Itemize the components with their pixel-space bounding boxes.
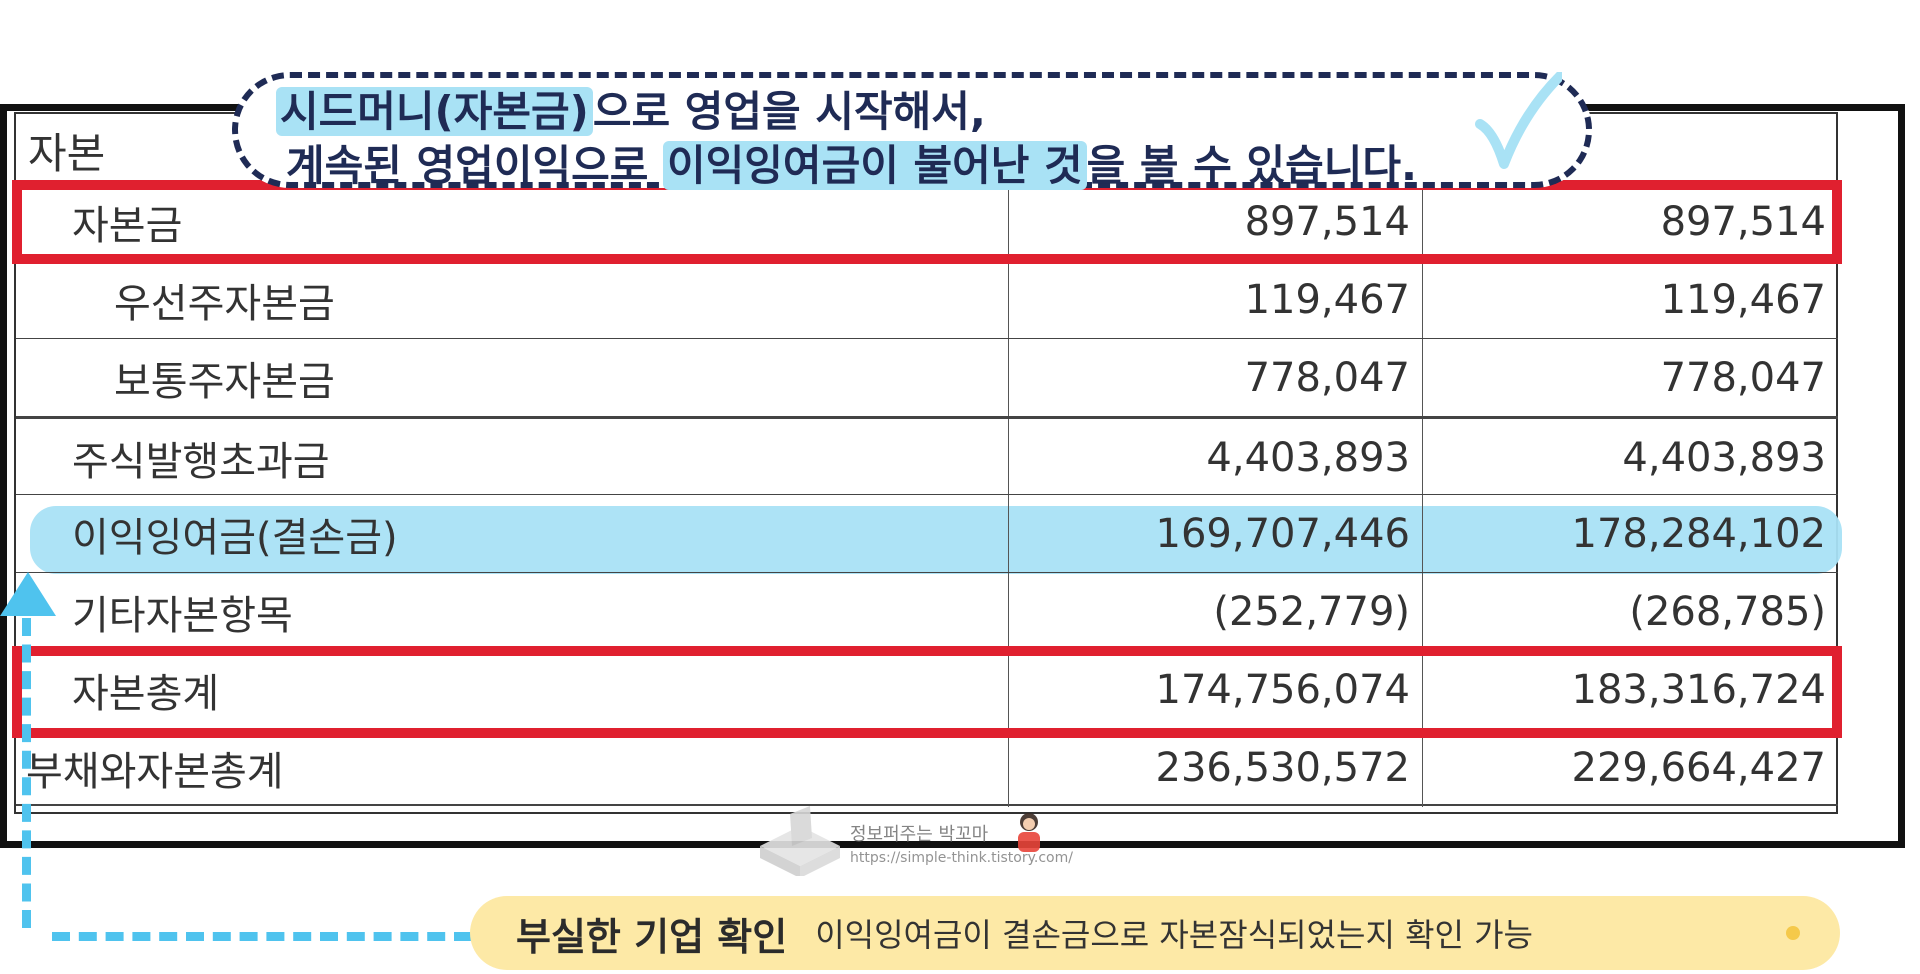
watermark: 정보퍼주는 박꼬마 https://simple-think.tistory.c… xyxy=(760,806,1080,882)
insight-tag: 부실한 기업 확인 이익잉여금이 결손금으로 자본잠식되었는지 확인 가능 xyxy=(470,896,1840,970)
table-row: 주식발행초과금 4,403,893 4,403,893 xyxy=(16,416,1838,497)
check-mark-icon xyxy=(1475,72,1562,169)
row-value-2: 778,047 xyxy=(1422,339,1838,417)
table-row: 보통주자본금 778,047 778,047 xyxy=(16,338,1838,417)
row-value-1: 4,403,893 xyxy=(1008,419,1422,497)
row-value-2: 897,514 xyxy=(1422,183,1838,261)
row-label: 자본금 xyxy=(72,203,183,249)
retained-earnings-highlight xyxy=(30,506,1842,574)
watermark-name: 정보퍼주는 박꼬마 xyxy=(850,824,989,845)
row-value-2: 183,316,724 xyxy=(1422,651,1838,729)
tag-dot xyxy=(1786,926,1800,940)
row-value-2: (268,785) xyxy=(1422,573,1838,651)
row-label: 주식발행초과금 xyxy=(72,439,330,485)
row-value-2: 119,467 xyxy=(1422,261,1838,339)
row-label: 자본총계 xyxy=(72,671,220,717)
table-row: 자본총계 174,756,074 183,316,724 xyxy=(16,650,1838,729)
row-label: 우선주자본금 xyxy=(114,281,335,327)
table-row: 자본금 897,514 897,514 xyxy=(16,182,1838,261)
table-row: 기타자본항목 (252,779) (268,785) xyxy=(16,572,1838,651)
watermark-url: https://simple-think.tistory.com/ xyxy=(850,850,1073,866)
callout-text: 계속된 영업이익으로 xyxy=(286,141,664,190)
arrow-up-icon xyxy=(0,572,56,616)
row-label: 부채와자본총계 xyxy=(26,749,284,795)
callout-text: 을 볼 수 있습니다. xyxy=(1086,141,1417,190)
table-row: 이익잉여금(결손금) 169,707,446 178,284,102 xyxy=(16,494,1838,573)
callout-line-2: 계속된 영업이익으로 이익잉여금이 불어난 것을 볼 수 있습니다. xyxy=(286,132,1417,193)
arrow-dashed-line-vertical xyxy=(22,618,31,928)
callout-text: 으로 영업을 시작해서, xyxy=(592,87,986,136)
row-value-1: (252,779) xyxy=(1008,573,1422,651)
row-value-1: 897,514 xyxy=(1008,183,1422,261)
arrow-dashed-line-horizontal xyxy=(52,932,472,941)
row-label: 이익잉여금(결손금) xyxy=(72,515,398,561)
tag-title: 부실한 기업 확인 xyxy=(516,914,788,959)
total-equity-emphasis-box xyxy=(12,646,1842,738)
row-value-2: 178,284,102 xyxy=(1422,495,1838,573)
tag-description: 이익잉여금이 결손금으로 자본잠식되었는지 확인 가능 xyxy=(815,916,1533,954)
row-label: 보통주자본금 xyxy=(114,359,335,405)
row-value-1: 174,756,074 xyxy=(1008,651,1422,729)
callout-highlight-seed-money: 시드머니(자본금) xyxy=(276,87,593,136)
row-value-1: 119,467 xyxy=(1008,261,1422,339)
row-value-2: 4,403,893 xyxy=(1422,419,1838,497)
table-row: 부채와자본총계 236,530,572 229,664,427 xyxy=(16,728,1838,807)
watermark-logo-icon xyxy=(760,806,840,876)
row-value-1: 169,707,446 xyxy=(1008,495,1422,573)
callout-line-1: 시드머니(자본금)으로 영업을 시작해서, xyxy=(276,78,986,139)
row-label: 기타자본항목 xyxy=(72,593,293,639)
row-value-1: 778,047 xyxy=(1008,339,1422,417)
watermark-character-icon xyxy=(1018,813,1040,852)
row-value-1: 236,530,572 xyxy=(1008,729,1422,807)
table-row: 우선주자본금 119,467 119,467 xyxy=(16,260,1838,339)
table-header-label: 자본 xyxy=(28,129,106,178)
callout-highlight-retained: 이익잉여금이 불어난 것 xyxy=(663,141,1087,190)
row-value-2: 229,664,427 xyxy=(1422,729,1838,807)
